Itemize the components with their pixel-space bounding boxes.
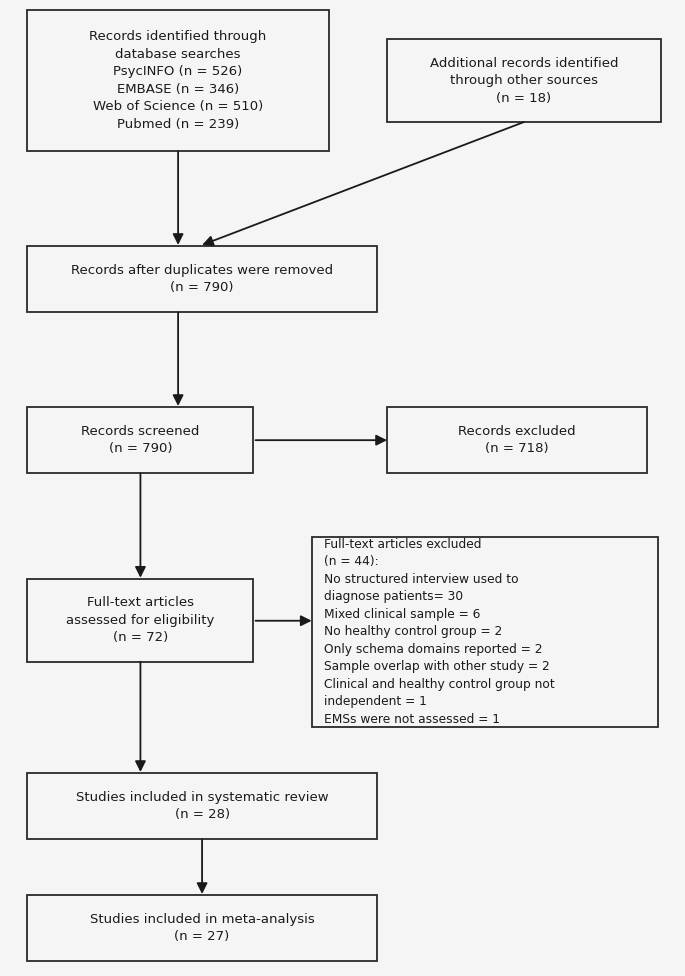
Text: Records identified through
database searches
PsycINFO (n = 526)
EMBASE (n = 346): Records identified through database sear… <box>90 30 266 131</box>
Text: Full-text articles
assessed for eligibility
(n = 72): Full-text articles assessed for eligibil… <box>66 596 214 644</box>
Text: Full-text articles excluded
(n = 44):
No structured interview used to
diagnose p: Full-text articles excluded (n = 44): No… <box>324 538 555 726</box>
FancyBboxPatch shape <box>27 895 377 961</box>
FancyBboxPatch shape <box>27 407 253 473</box>
Text: Records after duplicates were removed
(n = 790): Records after duplicates were removed (n… <box>71 264 333 295</box>
Text: Records excluded
(n = 718): Records excluded (n = 718) <box>458 425 576 456</box>
Text: Records screened
(n = 790): Records screened (n = 790) <box>82 425 199 456</box>
Text: Studies included in systematic review
(n = 28): Studies included in systematic review (n… <box>76 791 328 822</box>
Text: Additional records identified
through other sources
(n = 18): Additional records identified through ot… <box>429 57 619 104</box>
FancyBboxPatch shape <box>27 246 377 312</box>
FancyBboxPatch shape <box>387 407 647 473</box>
FancyBboxPatch shape <box>27 10 329 151</box>
FancyBboxPatch shape <box>27 579 253 662</box>
FancyBboxPatch shape <box>312 537 658 727</box>
FancyBboxPatch shape <box>387 39 661 122</box>
Text: Studies included in meta-analysis
(n = 27): Studies included in meta-analysis (n = 2… <box>90 913 314 944</box>
FancyBboxPatch shape <box>27 773 377 839</box>
